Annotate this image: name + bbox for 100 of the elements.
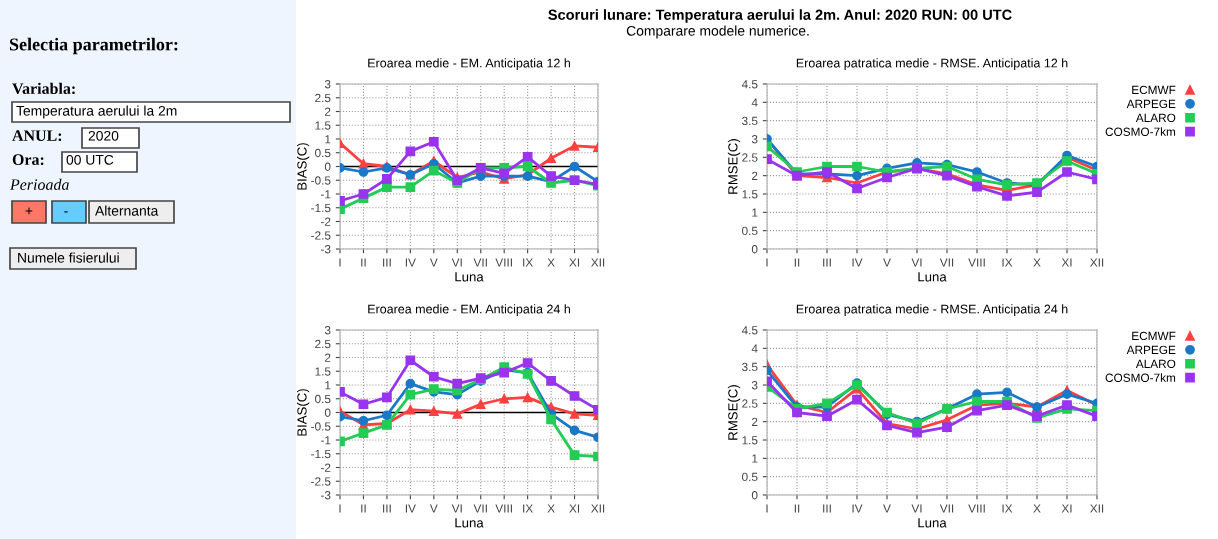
x-tick-label: IV	[852, 504, 863, 513]
y-tick-label: 3	[324, 326, 331, 335]
x-tick-label: II	[794, 258, 800, 267]
y-tick-label: 3.5	[742, 362, 758, 372]
y-tick-label: 4.5	[741, 326, 758, 335]
text: Perioada	[9, 178, 69, 191]
y-tick-label: 3	[751, 381, 758, 390]
y-tick-label: -0.5	[311, 422, 331, 431]
x-tick-label: VIII	[495, 258, 512, 267]
x-axis-title: Luna	[455, 272, 484, 282]
x-tick-label: V	[883, 504, 891, 513]
x-tick-label: XI	[1061, 504, 1072, 513]
chart-title: Eroarea medie - EM. Anticipatia 12 h	[368, 58, 570, 70]
y-tick-label: -1	[321, 190, 331, 199]
x-tick-label: IX	[523, 504, 533, 513]
x-tick-label: IX	[1002, 504, 1013, 513]
x-tick-label: III	[823, 504, 831, 513]
x-axis-title: Luna	[918, 272, 947, 282]
legend-label: ALARO	[1135, 359, 1176, 369]
x-tick-label: IV	[405, 504, 416, 513]
y-tick-label: 1.5	[742, 436, 758, 445]
y-axis-title: BIAS(C)	[296, 143, 310, 190]
y-tick-label: -3	[321, 491, 331, 500]
chart-title: Eroarea patratica medie - RMSE. Anticipatia 24 h	[796, 304, 1068, 316]
text: Scoruri lunare: Temperatura aerului la 2m. Anul: 2020 RUN: 00 UTC	[548, 9, 1012, 23]
legend-label: ECMWF	[1132, 85, 1176, 95]
x-tick-label: IV	[852, 258, 863, 267]
x-tick-label: VII	[939, 504, 954, 513]
y-axis-title: RMSE(C)	[727, 139, 741, 194]
x-tick-label: VIII	[968, 258, 985, 267]
y-tick-label: 1.5	[742, 190, 758, 199]
y-tick-label: -2.5	[311, 231, 331, 240]
x-tick-label: XI	[569, 258, 580, 267]
y-tick-label: 2.5	[315, 93, 331, 103]
y-tick-label: 2.5	[315, 339, 331, 349]
y-axis-title: RMSE(C)	[727, 385, 741, 440]
y-tick-label: 0.5	[742, 472, 758, 482]
y-tick-label: 3	[751, 135, 758, 144]
y-tick-label: -0.5	[311, 176, 331, 185]
y-tick-label: 0	[324, 162, 331, 171]
text: Temperatura aerului la 2m	[16, 105, 177, 119]
x-tick-label: III	[823, 258, 831, 267]
y-tick-label: 2	[325, 353, 331, 362]
y-tick-label: 1.5	[315, 367, 331, 376]
legend-label: ALARO	[1135, 113, 1176, 123]
text: 00 UTC	[66, 154, 114, 165]
y-tick-label: 4.5	[741, 80, 758, 89]
y-tick-label: 2.5	[742, 153, 758, 162]
x-tick-label: IX	[1002, 258, 1013, 267]
x-tick-label: VI	[911, 258, 922, 267]
legend-label: COSMO-7km	[1105, 127, 1176, 136]
text: Numele fisierului	[18, 252, 119, 263]
y-tick-label: -2	[321, 463, 331, 472]
y-tick-label: 4	[751, 98, 758, 107]
y-tick-label: 2.5	[742, 399, 758, 408]
x-tick-label: I	[339, 258, 341, 267]
x-tick-label: I	[766, 258, 768, 267]
x-tick-label: IX	[523, 258, 533, 267]
y-tick-label: 0.5	[315, 148, 331, 158]
y-tick-label: 0.5	[742, 226, 758, 236]
y-tick-label: -1.5	[311, 449, 331, 459]
y-tick-label: -1.5	[311, 203, 331, 213]
y-tick-label: -2.5	[311, 477, 331, 486]
text: Ora:	[12, 154, 44, 166]
text: +	[25, 207, 33, 215]
y-tick-label: 1	[325, 381, 331, 390]
text: Selectia parametrilor:	[9, 37, 178, 55]
x-tick-label: I	[339, 504, 341, 513]
y-tick-label: 0	[751, 491, 758, 500]
text: 2020	[88, 130, 119, 141]
x-tick-label: II	[794, 504, 800, 513]
y-tick-label: 0	[751, 245, 758, 254]
x-tick-label: X	[1033, 258, 1041, 267]
x-tick-label: II	[361, 258, 366, 267]
legend-label: ARPEGE	[1126, 345, 1176, 355]
text: Comparare modele numerice.	[626, 25, 809, 39]
x-tick-label: VIII	[968, 504, 985, 513]
x-tick-label: III	[383, 504, 391, 513]
legend-label: ECMWF	[1132, 331, 1176, 341]
y-tick-label: 2	[752, 171, 758, 180]
y-tick-label: 4	[751, 344, 758, 353]
x-tick-label: XI	[1061, 258, 1072, 267]
x-tick-label: X	[1033, 504, 1041, 513]
x-tick-label: VI	[911, 504, 922, 513]
x-tick-label: VII	[473, 504, 487, 513]
chart-title: Eroarea medie - EM. Anticipatia 24 h	[368, 304, 570, 316]
x-tick-label: XI	[569, 504, 580, 513]
x-tick-label: III	[383, 258, 391, 267]
x-tick-label: VI	[451, 504, 462, 513]
y-tick-label: -3	[321, 245, 331, 254]
y-tick-label: 1	[325, 135, 331, 144]
x-tick-label: VI	[451, 258, 462, 267]
x-tick-label: X	[547, 504, 555, 513]
text: Variabla:	[12, 82, 75, 95]
x-axis-title: Luna	[455, 518, 484, 528]
x-tick-label: V	[883, 258, 891, 267]
y-tick-label: -2	[321, 217, 331, 226]
x-tick-label: II	[361, 504, 366, 513]
x-tick-label: XII	[1090, 258, 1104, 267]
chart-title: Eroarea patratica medie - RMSE. Anticipatia 12 h	[796, 58, 1068, 70]
